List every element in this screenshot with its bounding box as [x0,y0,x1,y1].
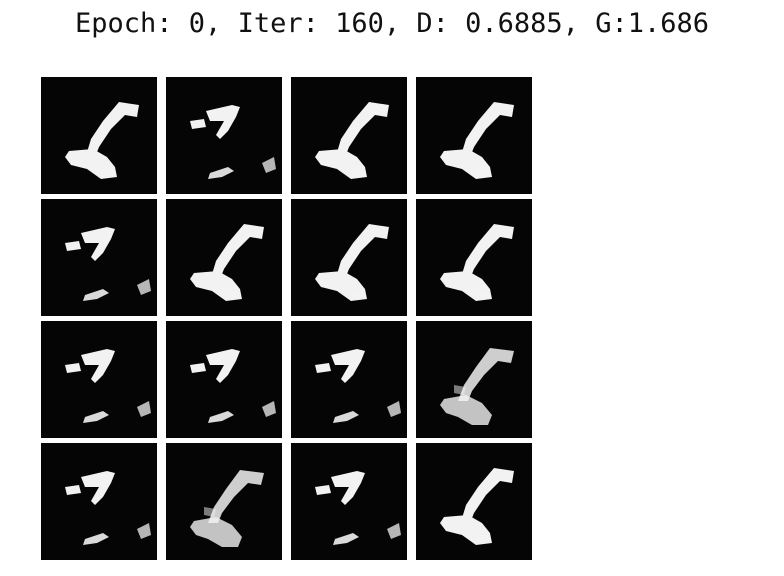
training-status-title: Epoch: 0, Iter: 160, D: 0.6885, G:1.686 [75,8,709,39]
sample-tile-r4-c2 [166,443,282,560]
generated-digit-image [190,224,264,301]
sample-tile-r2-c2 [166,199,282,316]
generated-digit-image [315,102,389,179]
generated-digit-image [65,471,151,545]
generated-samples-grid [41,77,532,560]
sample-tile-r2-c3 [291,199,407,316]
sample-tile-r4-c1 [41,443,157,560]
sample-tile-r2-c4 [416,199,532,316]
sample-tile-r3-c4 [416,321,532,438]
generated-digit-image [440,224,514,301]
generated-digit-image [190,470,264,547]
generated-digit-image [440,468,514,545]
generated-digit-image [440,348,514,425]
generated-digit-image [65,227,151,301]
generated-digit-image [315,349,401,423]
generated-digit-image [440,102,514,179]
generated-digit-image [190,349,276,423]
sample-tile-r1-c4 [416,77,532,194]
sample-tile-r3-c2 [166,321,282,438]
generated-digit-image [65,102,139,179]
sample-tile-r3-c1 [41,321,157,438]
sample-tile-r3-c3 [291,321,407,438]
sample-tile-r1-c2 [166,77,282,194]
sample-tile-r4-c3 [291,443,407,560]
sample-tile-r1-c1 [41,77,157,194]
generated-digit-image [190,105,276,179]
sample-tile-r1-c3 [291,77,407,194]
generated-digit-image [65,349,151,423]
generated-digit-image [315,224,389,301]
sample-tile-r2-c1 [41,199,157,316]
sample-tile-r4-c4 [416,443,532,560]
generated-digit-image [315,471,401,545]
